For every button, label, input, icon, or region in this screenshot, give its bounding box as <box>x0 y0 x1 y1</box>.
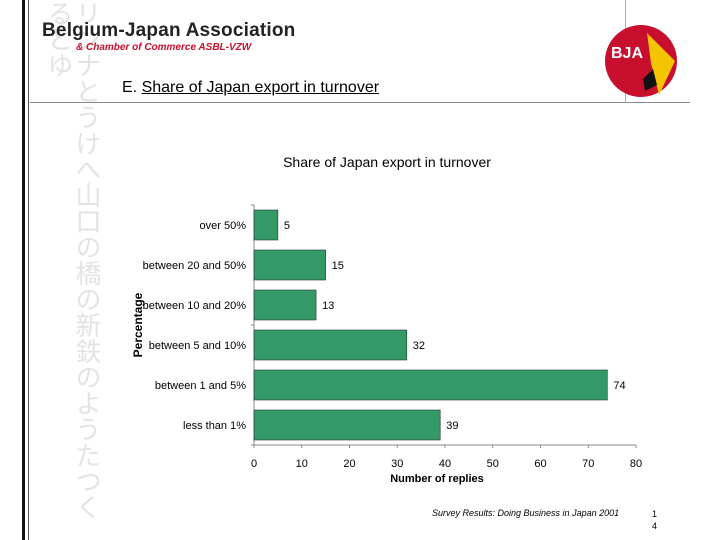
bja-logo-yellow-flag <box>647 33 675 95</box>
section-label: E. <box>122 79 138 96</box>
data-label: 74 <box>613 380 625 392</box>
category-label: over 50% <box>200 220 247 232</box>
calligraphy-watermark: リンナとうけへ山口の橋の新鉄のようたつくるとゆ <box>43 0 100 520</box>
x-tick-label: 30 <box>391 458 403 470</box>
data-label: 32 <box>413 340 425 352</box>
section-title: E. Share of Japan export in turnover <box>122 79 379 97</box>
bja-logo: BJA <box>605 25 677 97</box>
org-name: Belgium-Japan Association <box>42 20 296 41</box>
org-subtitle: & Chamber of Commerce ASBL-VZW <box>76 42 252 53</box>
data-label: 15 <box>332 260 344 272</box>
category-label: between 1 and 5% <box>155 380 246 392</box>
x-tick-label: 80 <box>630 458 642 470</box>
left-border-rule-thin <box>28 0 29 540</box>
category-label: between 20 and 50% <box>143 260 247 272</box>
y-axis-label: Percentage <box>131 292 145 357</box>
chart-title: Share of Japan export in turnover <box>283 154 491 170</box>
x-tick-label: 10 <box>296 458 308 470</box>
bar <box>253 329 408 361</box>
header-divider <box>30 102 690 103</box>
bar <box>253 289 317 321</box>
category-label: between 5 and 10% <box>149 340 246 352</box>
page-number: 14 <box>652 509 658 531</box>
x-tick-label: 60 <box>534 458 546 470</box>
x-tick-label: 70 <box>582 458 594 470</box>
bar <box>253 249 326 281</box>
x-tick-label: 50 <box>487 458 499 470</box>
data-label: 5 <box>284 220 290 232</box>
bja-logo-black-shape <box>643 69 657 91</box>
category-label: less than 1% <box>183 420 246 432</box>
bar <box>253 209 279 241</box>
x-tick-label: 0 <box>251 458 257 470</box>
x-tick-label: 20 <box>343 458 355 470</box>
x-tick-label: 40 <box>439 458 451 470</box>
data-label: 13 <box>322 300 334 312</box>
data-label: 39 <box>446 420 458 432</box>
bar <box>253 409 441 441</box>
category-label: between 10 and 20% <box>143 300 247 312</box>
section-title-text: Share of Japan export in turnover <box>141 79 380 96</box>
bar <box>253 369 608 401</box>
footer-source: Survey Results: Doing Business in Japan … <box>432 508 620 518</box>
left-border-rule <box>22 0 25 540</box>
x-axis-label: Number of replies <box>390 473 484 485</box>
bja-logo-text: BJA <box>611 45 643 62</box>
